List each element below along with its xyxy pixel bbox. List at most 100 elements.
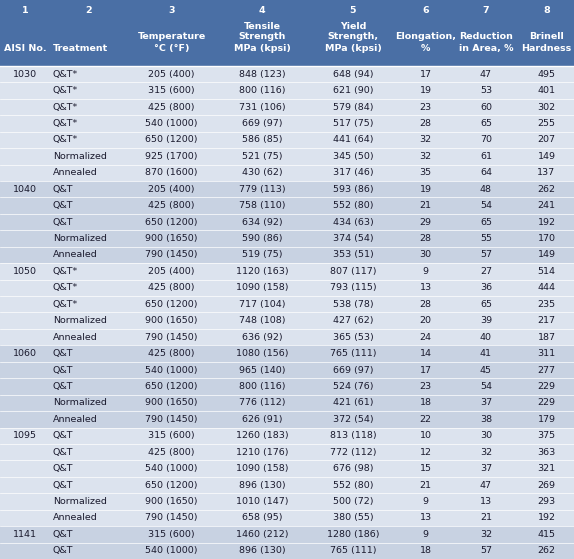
Text: 540 (1000): 540 (1000) [145, 366, 198, 375]
Bar [0, 230, 574, 247]
Text: 1280 (186): 1280 (186) [327, 530, 379, 539]
Bar [0, 263, 574, 280]
Text: 790 (1450): 790 (1450) [145, 333, 198, 342]
Text: 192: 192 [537, 217, 556, 226]
Text: 495: 495 [537, 70, 556, 79]
Text: 262: 262 [537, 184, 556, 194]
Text: 1120 (163): 1120 (163) [236, 267, 289, 276]
Text: 277: 277 [537, 366, 556, 375]
Bar [0, 329, 574, 345]
Text: 717 (104): 717 (104) [239, 300, 286, 309]
Bar [0, 214, 574, 230]
Text: 676 (98): 676 (98) [333, 464, 373, 473]
Text: 521 (75): 521 (75) [242, 152, 282, 161]
Text: 1260 (183): 1260 (183) [236, 431, 289, 440]
Text: 4: 4 [259, 6, 266, 15]
Text: 55: 55 [480, 234, 492, 243]
Text: 848 (123): 848 (123) [239, 70, 286, 79]
Text: 170: 170 [537, 234, 556, 243]
Text: 425 (800): 425 (800) [148, 102, 195, 112]
Text: 12: 12 [420, 448, 432, 457]
Text: 32: 32 [420, 152, 432, 161]
Text: 800 (116): 800 (116) [239, 86, 286, 95]
Text: 540 (1000): 540 (1000) [145, 119, 198, 128]
Text: 650 (1200): 650 (1200) [145, 300, 198, 309]
Text: 425 (800): 425 (800) [148, 283, 195, 292]
Bar [0, 99, 574, 115]
Text: 13: 13 [420, 513, 432, 523]
Text: 658 (95): 658 (95) [242, 513, 282, 523]
Bar [0, 0, 574, 66]
Text: 634 (92): 634 (92) [242, 217, 282, 226]
Text: 1080 (156): 1080 (156) [236, 349, 289, 358]
Text: 255: 255 [537, 119, 556, 128]
Text: 3: 3 [168, 6, 175, 15]
Text: 1090 (158): 1090 (158) [236, 283, 289, 292]
Text: %: % [421, 44, 430, 53]
Text: 401: 401 [537, 86, 556, 95]
Text: 19: 19 [420, 184, 432, 194]
Text: Q&T: Q&T [53, 366, 73, 375]
Text: AISI No.: AISI No. [4, 44, 46, 53]
Text: 24: 24 [420, 333, 432, 342]
Text: 374 (54): 374 (54) [333, 234, 373, 243]
Text: 900 (1650): 900 (1650) [145, 316, 198, 325]
Text: 15: 15 [420, 464, 432, 473]
Text: 1141: 1141 [13, 530, 37, 539]
Text: 18: 18 [420, 399, 432, 408]
Bar [0, 247, 574, 263]
Text: 636 (92): 636 (92) [242, 333, 282, 342]
Bar [0, 526, 574, 543]
Text: 772 (112): 772 (112) [329, 448, 377, 457]
Text: Annealed: Annealed [53, 513, 98, 523]
Text: MPa (kpsi): MPa (kpsi) [234, 44, 291, 53]
Text: Reduction: Reduction [459, 32, 513, 41]
Text: 149: 149 [537, 152, 556, 161]
Text: Q&T: Q&T [53, 464, 73, 473]
Text: Hardness: Hardness [521, 44, 572, 53]
Text: 800 (116): 800 (116) [239, 382, 286, 391]
Bar [0, 493, 574, 510]
Text: 345 (50): 345 (50) [333, 152, 373, 161]
Text: 650 (1200): 650 (1200) [145, 135, 198, 144]
Text: 1010 (147): 1010 (147) [236, 497, 289, 506]
Text: Strength,: Strength, [327, 32, 379, 41]
Bar [0, 411, 574, 428]
Text: 500 (72): 500 (72) [333, 497, 373, 506]
Bar [0, 543, 574, 559]
Bar [0, 115, 574, 132]
Text: Tensile: Tensile [244, 22, 281, 31]
Text: Strength: Strength [239, 32, 286, 41]
Text: Q&T*: Q&T* [53, 267, 78, 276]
Text: 748 (108): 748 (108) [239, 316, 286, 325]
Text: 54: 54 [480, 382, 492, 391]
Text: 807 (117): 807 (117) [329, 267, 377, 276]
Text: 315 (600): 315 (600) [148, 86, 195, 95]
Bar [0, 164, 574, 181]
Text: 64: 64 [480, 168, 492, 177]
Text: 444: 444 [537, 283, 556, 292]
Bar [0, 444, 574, 461]
Text: 229: 229 [537, 399, 556, 408]
Text: 896 (130): 896 (130) [239, 481, 286, 490]
Text: 321: 321 [537, 464, 556, 473]
Bar [0, 132, 574, 148]
Text: 900 (1650): 900 (1650) [145, 497, 198, 506]
Text: 137: 137 [537, 168, 556, 177]
Text: 441 (64): 441 (64) [333, 135, 373, 144]
Text: 650 (1200): 650 (1200) [145, 217, 198, 226]
Text: Q&T*: Q&T* [53, 86, 78, 95]
Text: 870 (1600): 870 (1600) [145, 168, 198, 177]
Text: 29: 29 [420, 217, 432, 226]
Text: Q&T: Q&T [53, 530, 73, 539]
Text: Normalized: Normalized [53, 399, 107, 408]
Text: 1090 (158): 1090 (158) [236, 464, 289, 473]
Text: 579 (84): 579 (84) [333, 102, 373, 112]
Text: 149: 149 [537, 250, 556, 259]
Text: 421 (61): 421 (61) [333, 399, 373, 408]
Text: 27: 27 [480, 267, 492, 276]
Text: 262: 262 [537, 546, 556, 555]
Text: 1060: 1060 [13, 349, 37, 358]
Text: 621 (90): 621 (90) [333, 86, 373, 95]
Text: 17: 17 [420, 366, 432, 375]
